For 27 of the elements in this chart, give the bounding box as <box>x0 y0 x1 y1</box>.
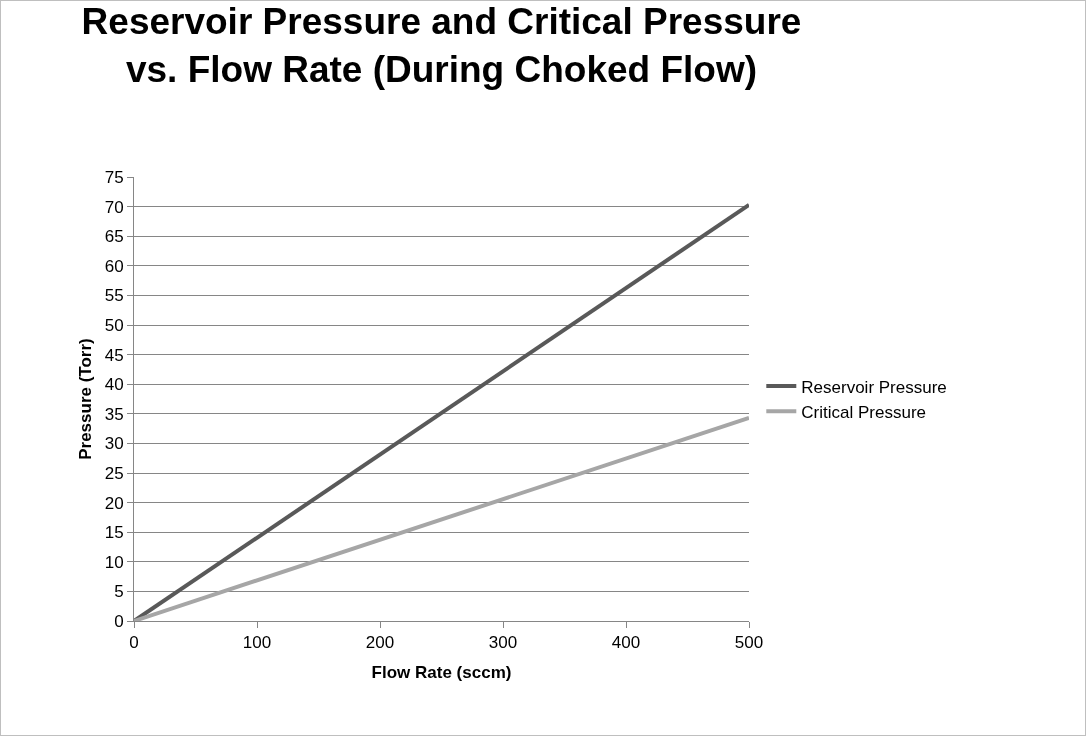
y-tick-label: 35 <box>104 404 124 424</box>
y-tick-label: 0 <box>114 611 124 631</box>
y-tick-label: 10 <box>104 552 124 572</box>
x-tick-label: 500 <box>734 633 764 653</box>
x-tick-label: 200 <box>365 633 395 653</box>
y-tick-label: 20 <box>104 493 124 513</box>
legend-label: Critical Pressure <box>801 402 926 422</box>
y-tick-label: 5 <box>114 582 124 602</box>
y-tick-label: 45 <box>104 345 124 365</box>
chart-title: Reservoir Pressure and Critical Pressure vs. Flow Rate (During Choked Flow) <box>81 1 802 91</box>
y-tick-label: 60 <box>104 256 124 276</box>
y-tick-label: 50 <box>104 315 124 335</box>
y-tick-label: 55 <box>104 286 124 306</box>
x-tick-label: 400 <box>611 633 641 653</box>
y-tick-label: 25 <box>104 463 124 483</box>
y-axis-title: Pressure (Torr) <box>76 338 96 460</box>
y-tick-label: 70 <box>104 197 124 217</box>
y-tick-label: 65 <box>104 227 124 247</box>
x-axis-title: Flow Rate (sccm) <box>371 662 512 682</box>
x-tick-label: 0 <box>129 633 139 653</box>
x-tick-label: 100 <box>242 633 272 653</box>
y-tick-label: 30 <box>104 434 124 454</box>
y-tick-label: 15 <box>104 523 124 543</box>
legend-label: Reservoir Pressure <box>801 377 947 397</box>
y-tick-label: 40 <box>104 375 124 395</box>
x-tick-label: 300 <box>488 633 518 653</box>
y-tick-label: 75 <box>104 167 124 187</box>
